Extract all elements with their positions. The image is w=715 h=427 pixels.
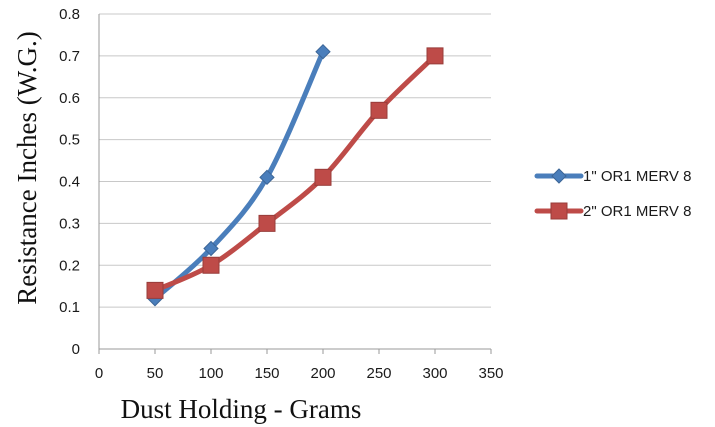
- series-lines: [152, 49, 438, 302]
- y-tick-label: 0: [72, 341, 80, 358]
- y-tick-label: 0.8: [59, 6, 80, 23]
- y-tick-label: 0.7: [59, 48, 80, 65]
- data-point-series-2: [426, 47, 444, 65]
- data-point-series-2: [314, 168, 332, 186]
- y-tick-label: 0.5: [59, 132, 80, 149]
- data-point-series-1: [315, 43, 331, 60]
- y-tick-label: 0.3: [59, 215, 80, 232]
- x-tick-label: 100: [198, 365, 223, 382]
- x-tick-label: 200: [310, 365, 335, 382]
- y-axis-title: Resistance Inches (W.G.): [12, 31, 42, 304]
- legend-swatch-marker: [551, 168, 567, 184]
- data-point-series-2: [258, 214, 276, 232]
- legend-item-1: 1" OR1 MERV 8: [534, 168, 691, 185]
- y-tick-label: 0.6: [59, 90, 80, 107]
- x-tick-label: 350: [478, 365, 503, 382]
- x-tick-label: 50: [147, 365, 164, 382]
- y-tick-label: 0.4: [59, 174, 80, 191]
- series-markers: [146, 43, 444, 307]
- x-tick-label: 150: [254, 365, 279, 382]
- gridlines: [99, 13, 491, 308]
- x-tick-label: 300: [422, 365, 447, 382]
- legend: 1" OR1 MERV 8 2" OR1 MERV 8: [534, 168, 691, 220]
- x-tick-label: 0: [95, 365, 103, 382]
- x-tick-labels: 0 50 100 150 200 250 300 350: [95, 365, 504, 382]
- legend-swatch-marker: [550, 202, 568, 220]
- series-line-1: [152, 49, 326, 302]
- series-line-2: [152, 53, 438, 293]
- x-axis-title: Dust Holding - Grams: [121, 394, 362, 424]
- y-tick-label: 0.2: [59, 257, 80, 274]
- data-point-series-2: [146, 281, 164, 299]
- data-point-series-1: [259, 169, 275, 186]
- legend-label: 2" OR1 MERV 8: [583, 203, 691, 220]
- data-point-series-1: [203, 240, 219, 257]
- x-tick-label: 250: [366, 365, 391, 382]
- legend-item-2: 2" OR1 MERV 8: [534, 202, 691, 220]
- legend-label: 1" OR1 MERV 8: [583, 168, 691, 185]
- y-tick-label: 0.1: [59, 299, 80, 316]
- data-point-series-2: [202, 256, 220, 274]
- axes: [98, 14, 492, 354]
- y-tick-labels: 0 0.1 0.2 0.3 0.4 0.5 0.6 0.7 0.8: [59, 6, 80, 358]
- data-point-series-2: [370, 101, 388, 119]
